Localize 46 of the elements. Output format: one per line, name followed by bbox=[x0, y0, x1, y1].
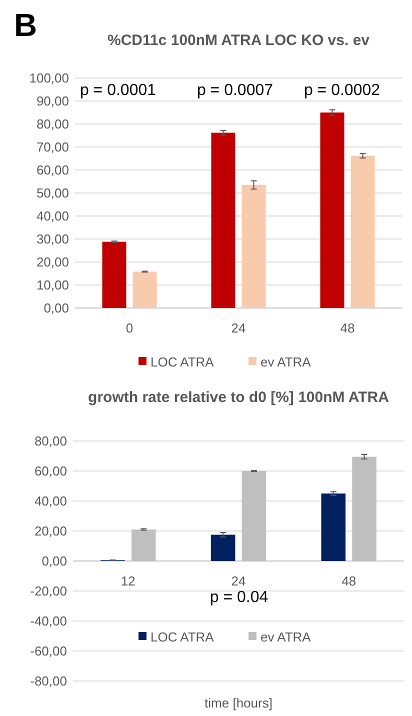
legend-label: ev ATRA bbox=[260, 354, 312, 370]
bar bbox=[320, 112, 344, 308]
y-tick-label: -40,00 bbox=[30, 614, 67, 629]
y-tick-label: 40,00 bbox=[34, 494, 67, 509]
y-tick-label: 20,00 bbox=[34, 524, 67, 539]
y-tick-label: 10,00 bbox=[36, 278, 69, 293]
bar bbox=[321, 494, 346, 561]
legend-label: ev ATRA bbox=[260, 630, 312, 645]
y-tick-label: 0,00 bbox=[44, 300, 69, 316]
y-tick-label: 30,00 bbox=[36, 232, 69, 247]
annotation: p = 0.0007 bbox=[196, 82, 274, 99]
y-tick-label: 100,00 bbox=[29, 70, 69, 86]
x-tick-label: 48 bbox=[340, 320, 355, 336]
y-tick-label: 80,00 bbox=[36, 116, 69, 132]
bar bbox=[210, 534, 236, 561]
annotation: p = 0.0002 bbox=[304, 82, 380, 99]
text: B bbox=[14, 7, 38, 43]
y-tick-label: 90,00 bbox=[36, 94, 69, 109]
y-tick-label: 40,00 bbox=[36, 208, 69, 224]
chart-title: growth rate relative to d0 [%] 100nM ATRA bbox=[88, 389, 390, 406]
y-tick-label: 60,00 bbox=[36, 162, 69, 178]
x-tick-label: 12 bbox=[120, 574, 136, 589]
y-tick-label: 70,00 bbox=[36, 140, 69, 155]
y-tick-label: 50,00 bbox=[36, 186, 69, 201]
x-axis-title: time [hours] bbox=[204, 696, 272, 711]
y-tick-label: 20,00 bbox=[36, 254, 69, 270]
bar bbox=[132, 272, 157, 308]
bar bbox=[211, 132, 236, 308]
x-tick-label: 48 bbox=[342, 574, 356, 589]
bar bbox=[102, 242, 126, 308]
legend-label: LOC ATRA bbox=[150, 630, 214, 645]
bar bbox=[350, 156, 375, 308]
annotation: p = 0.0001 bbox=[80, 82, 156, 99]
y-tick-label: -20,00 bbox=[30, 584, 67, 599]
y-tick-label: -60,00 bbox=[30, 644, 67, 659]
chart-title: %CD11c 100nM ATRA LOC KO vs. ev bbox=[107, 32, 370, 49]
x-tick-label: 0 bbox=[126, 320, 134, 336]
bar bbox=[242, 184, 266, 308]
y-tick-label: -80,00 bbox=[30, 674, 67, 689]
y-tick-label: 0,00 bbox=[42, 554, 67, 569]
x-tick-label: 24 bbox=[231, 574, 246, 589]
legend-label: LOC ATRA bbox=[150, 354, 214, 370]
x-tick-label: 24 bbox=[231, 320, 246, 336]
annotation: p = 0.04 bbox=[210, 589, 268, 606]
y-tick-label: 60,00 bbox=[34, 464, 67, 479]
y-tick-label: 80,00 bbox=[34, 434, 67, 449]
